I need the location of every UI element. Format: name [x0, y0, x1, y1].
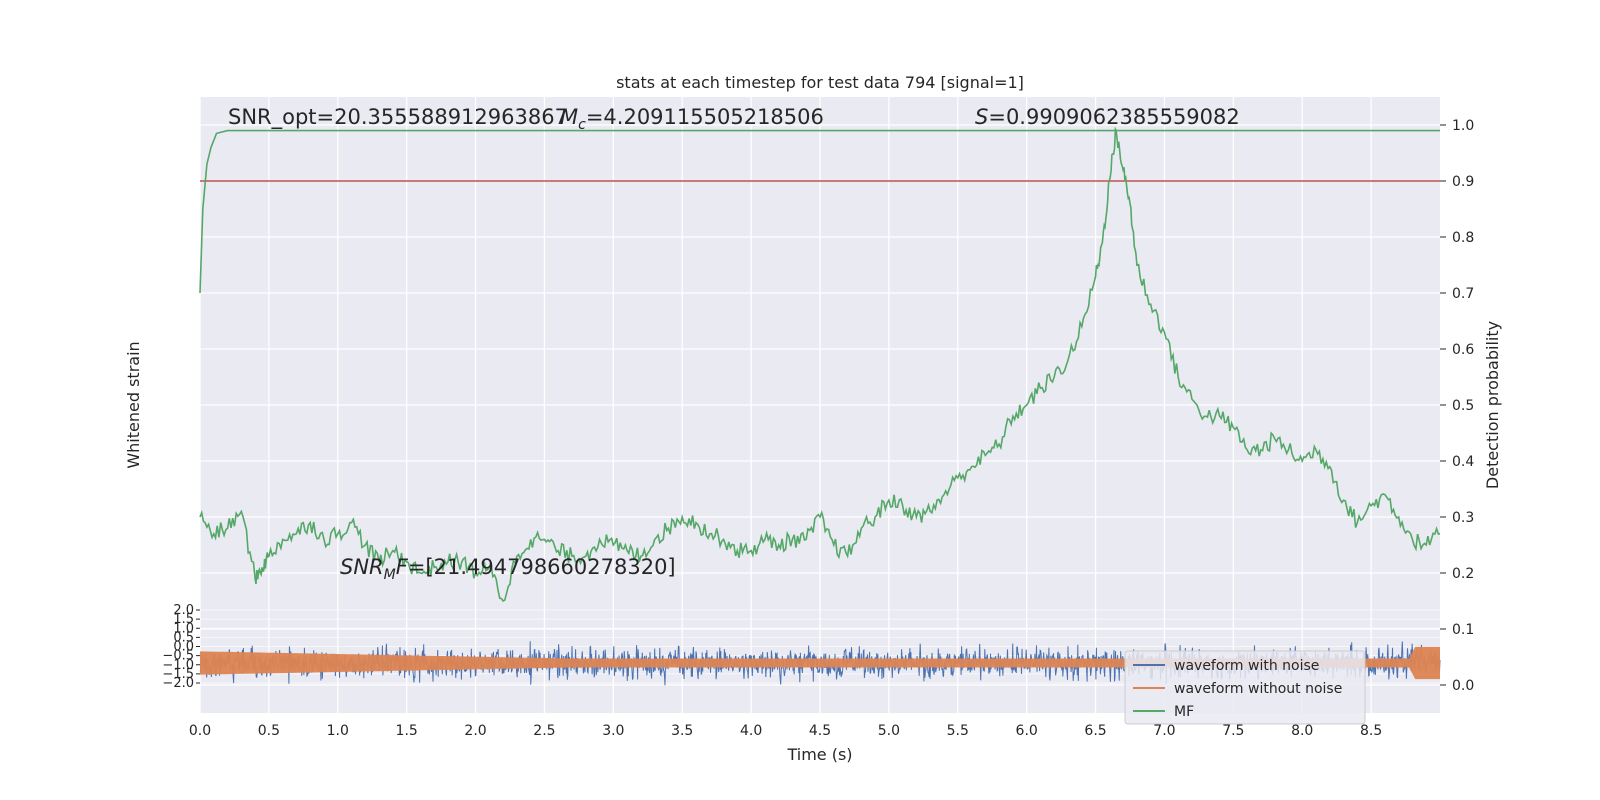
- right-tick-label: 0.0: [1452, 678, 1474, 694]
- x-tick-label: 3.5: [671, 723, 693, 739]
- annotation-mc-value: =4.209115505218506: [586, 105, 824, 129]
- right-axis-title: Detection probability: [1483, 321, 1502, 489]
- left-tick-label: 1.5: [173, 612, 194, 627]
- right-tick-label: 0.5: [1452, 398, 1474, 414]
- x-tick-label: 8.5: [1360, 723, 1382, 739]
- x-tick-label: 1.0: [327, 723, 349, 739]
- x-tick-label: 1.5: [396, 723, 418, 739]
- right-tick-label: 0.8: [1452, 230, 1474, 246]
- series-layer: [199, 126, 1441, 603]
- left-tick-label: 2.0: [173, 603, 194, 618]
- right-tick-label: 0.2: [1452, 566, 1474, 582]
- x-tick-label: 0.5: [258, 723, 280, 739]
- left-axis-title: Whitened strain: [124, 341, 143, 468]
- annotation-s-value: =0.9909062385559082: [988, 105, 1239, 129]
- right-tick-label: 0.3: [1452, 510, 1474, 526]
- left-tick-label: −1.5: [162, 667, 194, 682]
- right-tick-label: 0.4: [1452, 454, 1474, 470]
- x-tick-label: 7.5: [1222, 723, 1244, 739]
- x-axis-title: Time (s): [786, 745, 852, 764]
- left-tick-label: 0.5: [173, 630, 194, 645]
- x-tick-label: 3.0: [602, 723, 624, 739]
- annotation-mc: Mc=4.209115505218506: [560, 105, 824, 133]
- left-tick-label: −0.5: [162, 649, 194, 664]
- right-tick-label: 0.7: [1452, 286, 1474, 302]
- left-tick-label: 1.0: [173, 621, 194, 636]
- right-tick-label: 0.1: [1452, 622, 1474, 638]
- x-tick-label: 6.5: [1084, 723, 1106, 739]
- left-tick-label: −2.0: [162, 676, 194, 691]
- legend-label-noise: waveform with noise: [1174, 658, 1319, 674]
- right-tick-labels: 0.0 0.1 0.2 0.3 0.4 0.5 0.6 0.7 0.8 0.9 1.0: [1440, 118, 1474, 694]
- annotation-snr-mf-value: =[21.494798660278320]: [408, 555, 676, 579]
- annotation-snr-opt: SNR_opt=20.355588912963867: [228, 105, 568, 130]
- x-tick-label: 4.5: [809, 723, 831, 739]
- left-tick-label: −1.0: [162, 658, 194, 673]
- legend-label-mf: MF: [1174, 704, 1194, 720]
- legend-box: [1124, 650, 1366, 725]
- x-tick-label: 2.0: [464, 723, 486, 739]
- right-tick-label: 0.6: [1452, 342, 1474, 358]
- chart-title: stats at each timestep for test data 794…: [616, 73, 1024, 92]
- x-tick-label: 0.0: [189, 723, 211, 739]
- left-tick-label: 0.0: [173, 640, 194, 655]
- legend-label-clean: waveform without noise: [1174, 681, 1342, 697]
- right-tick-label: 0.9: [1452, 174, 1474, 190]
- x-tick-label: 5.5: [947, 723, 969, 739]
- left-tick-labels: 2.01.51.00.50.0−0.5−1.0−1.5−2.0: [162, 603, 200, 691]
- annotation-snr-mf: SNRMF=[21.494798660278320]: [340, 555, 676, 583]
- x-tick-label: 5.0: [878, 723, 900, 739]
- x-tick-label: 8.0: [1291, 723, 1313, 739]
- legend: waveform with noise waveform without noi…: [1124, 650, 1366, 725]
- x-tick-label: 7.0: [1153, 723, 1175, 739]
- x-tick-labels: 0.0 0.5 1.0 1.5 2.0 2.5 3.0 3.5 4.0 4.5 5.0 5.5 6.0 6…: [189, 723, 1382, 739]
- annotation-s: S=0.9909062385559082: [975, 105, 1240, 129]
- series-mf: [199, 126, 1441, 603]
- series-waveform-without-noise: [200, 646, 1440, 680]
- x-tick-label: 4.0: [740, 723, 762, 739]
- x-tick-label: 6.0: [1016, 723, 1038, 739]
- right-tick-label: 1.0: [1452, 118, 1474, 134]
- x-tick-label: 2.5: [533, 723, 555, 739]
